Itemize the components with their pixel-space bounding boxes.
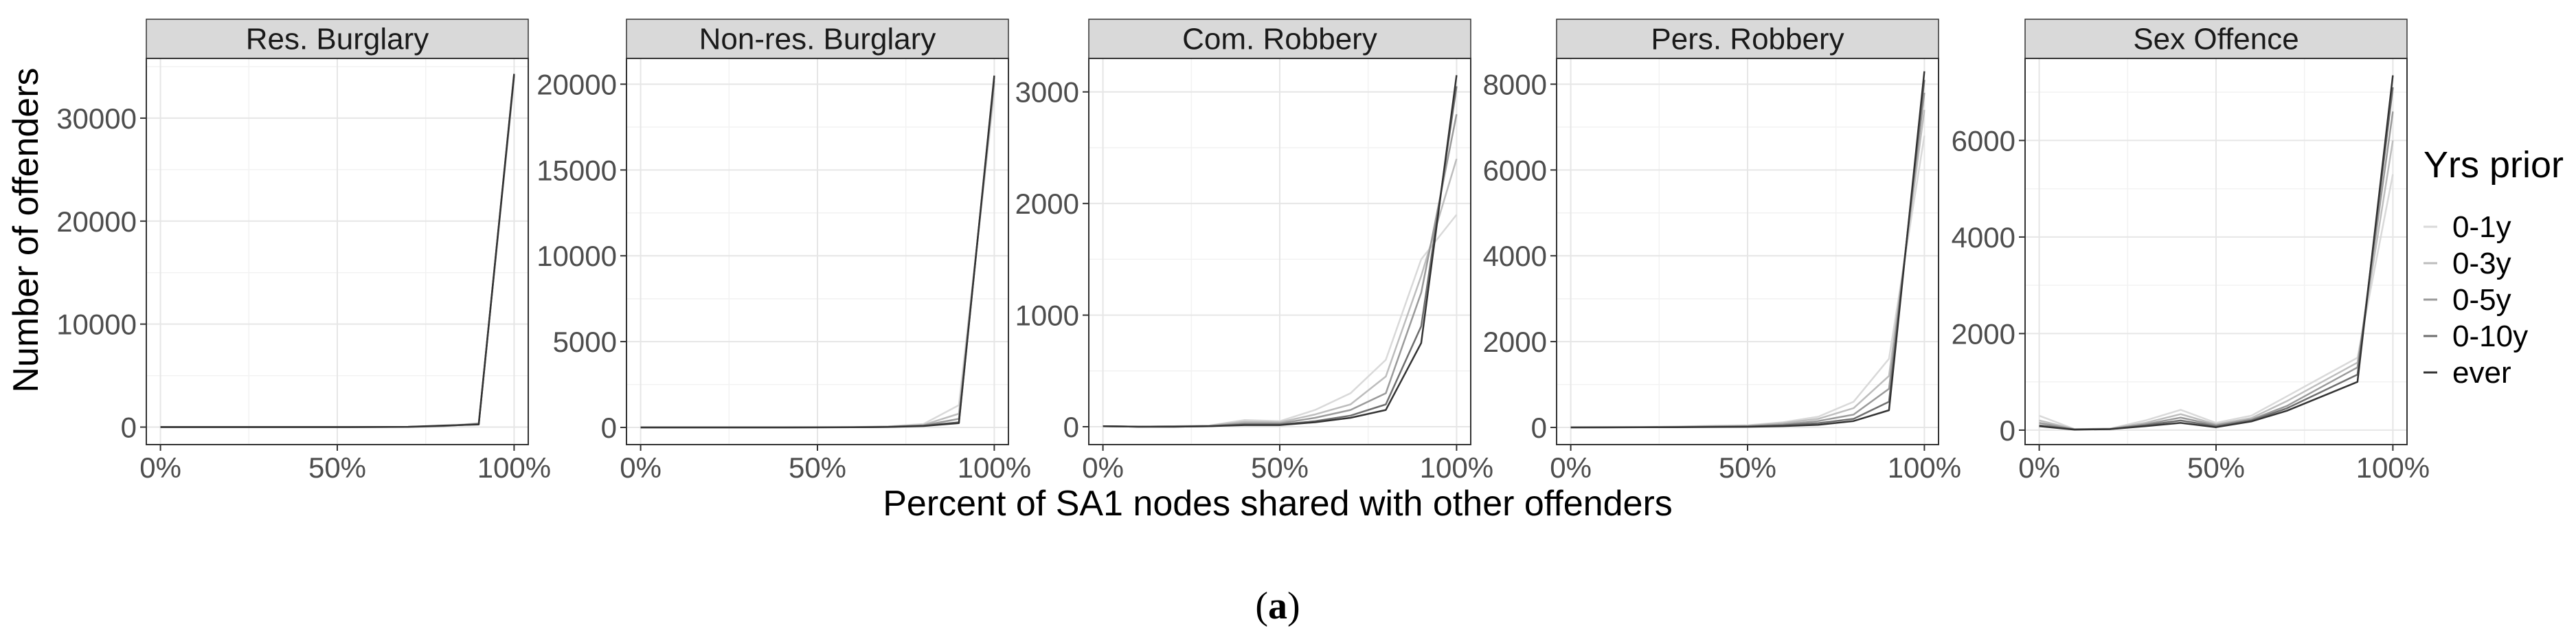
y-tick-label: 4000	[1952, 221, 2015, 254]
y-tick-label: 2000	[1952, 317, 2015, 350]
y-tick-label: 4000	[1483, 240, 1547, 272]
x-tick-label: 0%	[2018, 451, 2060, 484]
y-tick-label: 8000	[1483, 68, 1547, 100]
y-tick-label: 0	[1531, 412, 1547, 444]
panel-strip	[1556, 19, 1939, 59]
y-axis-title: Number of offenders	[6, 67, 46, 392]
panel-border	[626, 58, 1009, 445]
y-tick-label: 30000	[56, 102, 137, 135]
y-tick-label: 0	[2000, 414, 2015, 447]
x-axis-title: Percent of SA1 nodes shared with other o…	[883, 484, 1673, 524]
series-line-ever	[1570, 71, 1925, 429]
panel-strip	[2024, 19, 2408, 59]
x-tick-label: 100%	[2356, 451, 2430, 484]
x-tick-label: 100%	[477, 451, 551, 484]
x-tick-label: 100%	[1420, 451, 1493, 484]
panel-border	[146, 58, 529, 445]
series-line-ever	[2039, 75, 2394, 431]
legend-label: 0-1y	[2452, 210, 2511, 244]
panel-border	[1088, 58, 1471, 445]
panel-strip	[1088, 19, 1471, 59]
x-tick-label: 0%	[1550, 451, 1592, 484]
legend-label: 0-10y	[2452, 320, 2528, 353]
panel-5: Sex Offence 0% 50% 100% 0 2000 4000 6000	[1952, 19, 2430, 484]
legend-label: 0-5y	[2452, 283, 2511, 317]
legend-label: ever	[2452, 356, 2511, 390]
panel-border	[2024, 58, 2408, 445]
x-tick-label: 50%	[308, 451, 366, 484]
y-tick-label: 20000	[536, 68, 617, 100]
panel-strip	[146, 19, 529, 59]
y-tick-label: 0	[1063, 411, 1079, 443]
panel-title: Com. Robbery	[1182, 23, 1377, 56]
y-tick-label: 15000	[536, 154, 617, 186]
x-tick-label: 50%	[1251, 451, 1309, 484]
caption-open-paren: (	[1255, 585, 1268, 627]
panel-title: Non-res. Burglary	[699, 23, 936, 56]
panel-title: Sex Offence	[2133, 23, 2298, 56]
y-tick-label: 1000	[1015, 300, 1079, 332]
panel-2: Non-res. Burglary 0% 50% 100% 0 5000 10000 1500…	[536, 19, 1031, 484]
x-tick-label: 100%	[1888, 451, 1961, 484]
legend-label: 0-3y	[2452, 247, 2511, 280]
series-line-ever	[160, 74, 515, 428]
y-tick-label: 5000	[553, 326, 617, 358]
y-tick-label: 10000	[56, 309, 137, 341]
panel-4: Pers. Robbery 0% 50% 100% 0 2000 4000 6000 8000	[1483, 19, 1961, 484]
panel-3: Com. Robbery 0% 50% 100% 0 1000 2000 3000	[1015, 19, 1493, 484]
legend-title: Yrs prior	[2424, 144, 2564, 186]
figure-caption: (a)	[1255, 585, 1300, 627]
caption-close-paren: )	[1287, 585, 1300, 627]
y-tick-label: 6000	[1952, 124, 2015, 157]
y-tick-label: 0	[121, 412, 137, 444]
series-line-ever	[640, 75, 995, 429]
y-tick-label: 6000	[1483, 154, 1547, 186]
y-tick-label: 0	[601, 412, 617, 444]
y-tick-label: 20000	[56, 205, 137, 238]
series-line-ever	[1103, 75, 1458, 428]
y-tick-label: 10000	[536, 240, 617, 272]
x-tick-label: 0%	[1082, 451, 1124, 484]
x-tick-label: 50%	[2187, 451, 2245, 484]
y-tick-label: 3000	[1015, 76, 1079, 109]
y-tick-label: 2000	[1015, 188, 1079, 220]
x-tick-label: 0%	[139, 451, 181, 484]
caption-letter: a	[1268, 585, 1287, 627]
panel-title: Pers. Robbery	[1651, 23, 1844, 56]
x-tick-label: 100%	[958, 451, 1031, 484]
x-tick-label: 0%	[620, 451, 662, 484]
y-tick-label: 2000	[1483, 326, 1547, 358]
panel-1: Res. Burglary 0% 50% 100% 0 10000 20000 30000	[56, 19, 551, 484]
panel-border	[1556, 58, 1939, 445]
x-tick-label: 50%	[789, 451, 846, 484]
x-tick-label: 50%	[1719, 451, 1776, 484]
panel-title: Res. Burglary	[246, 23, 429, 56]
